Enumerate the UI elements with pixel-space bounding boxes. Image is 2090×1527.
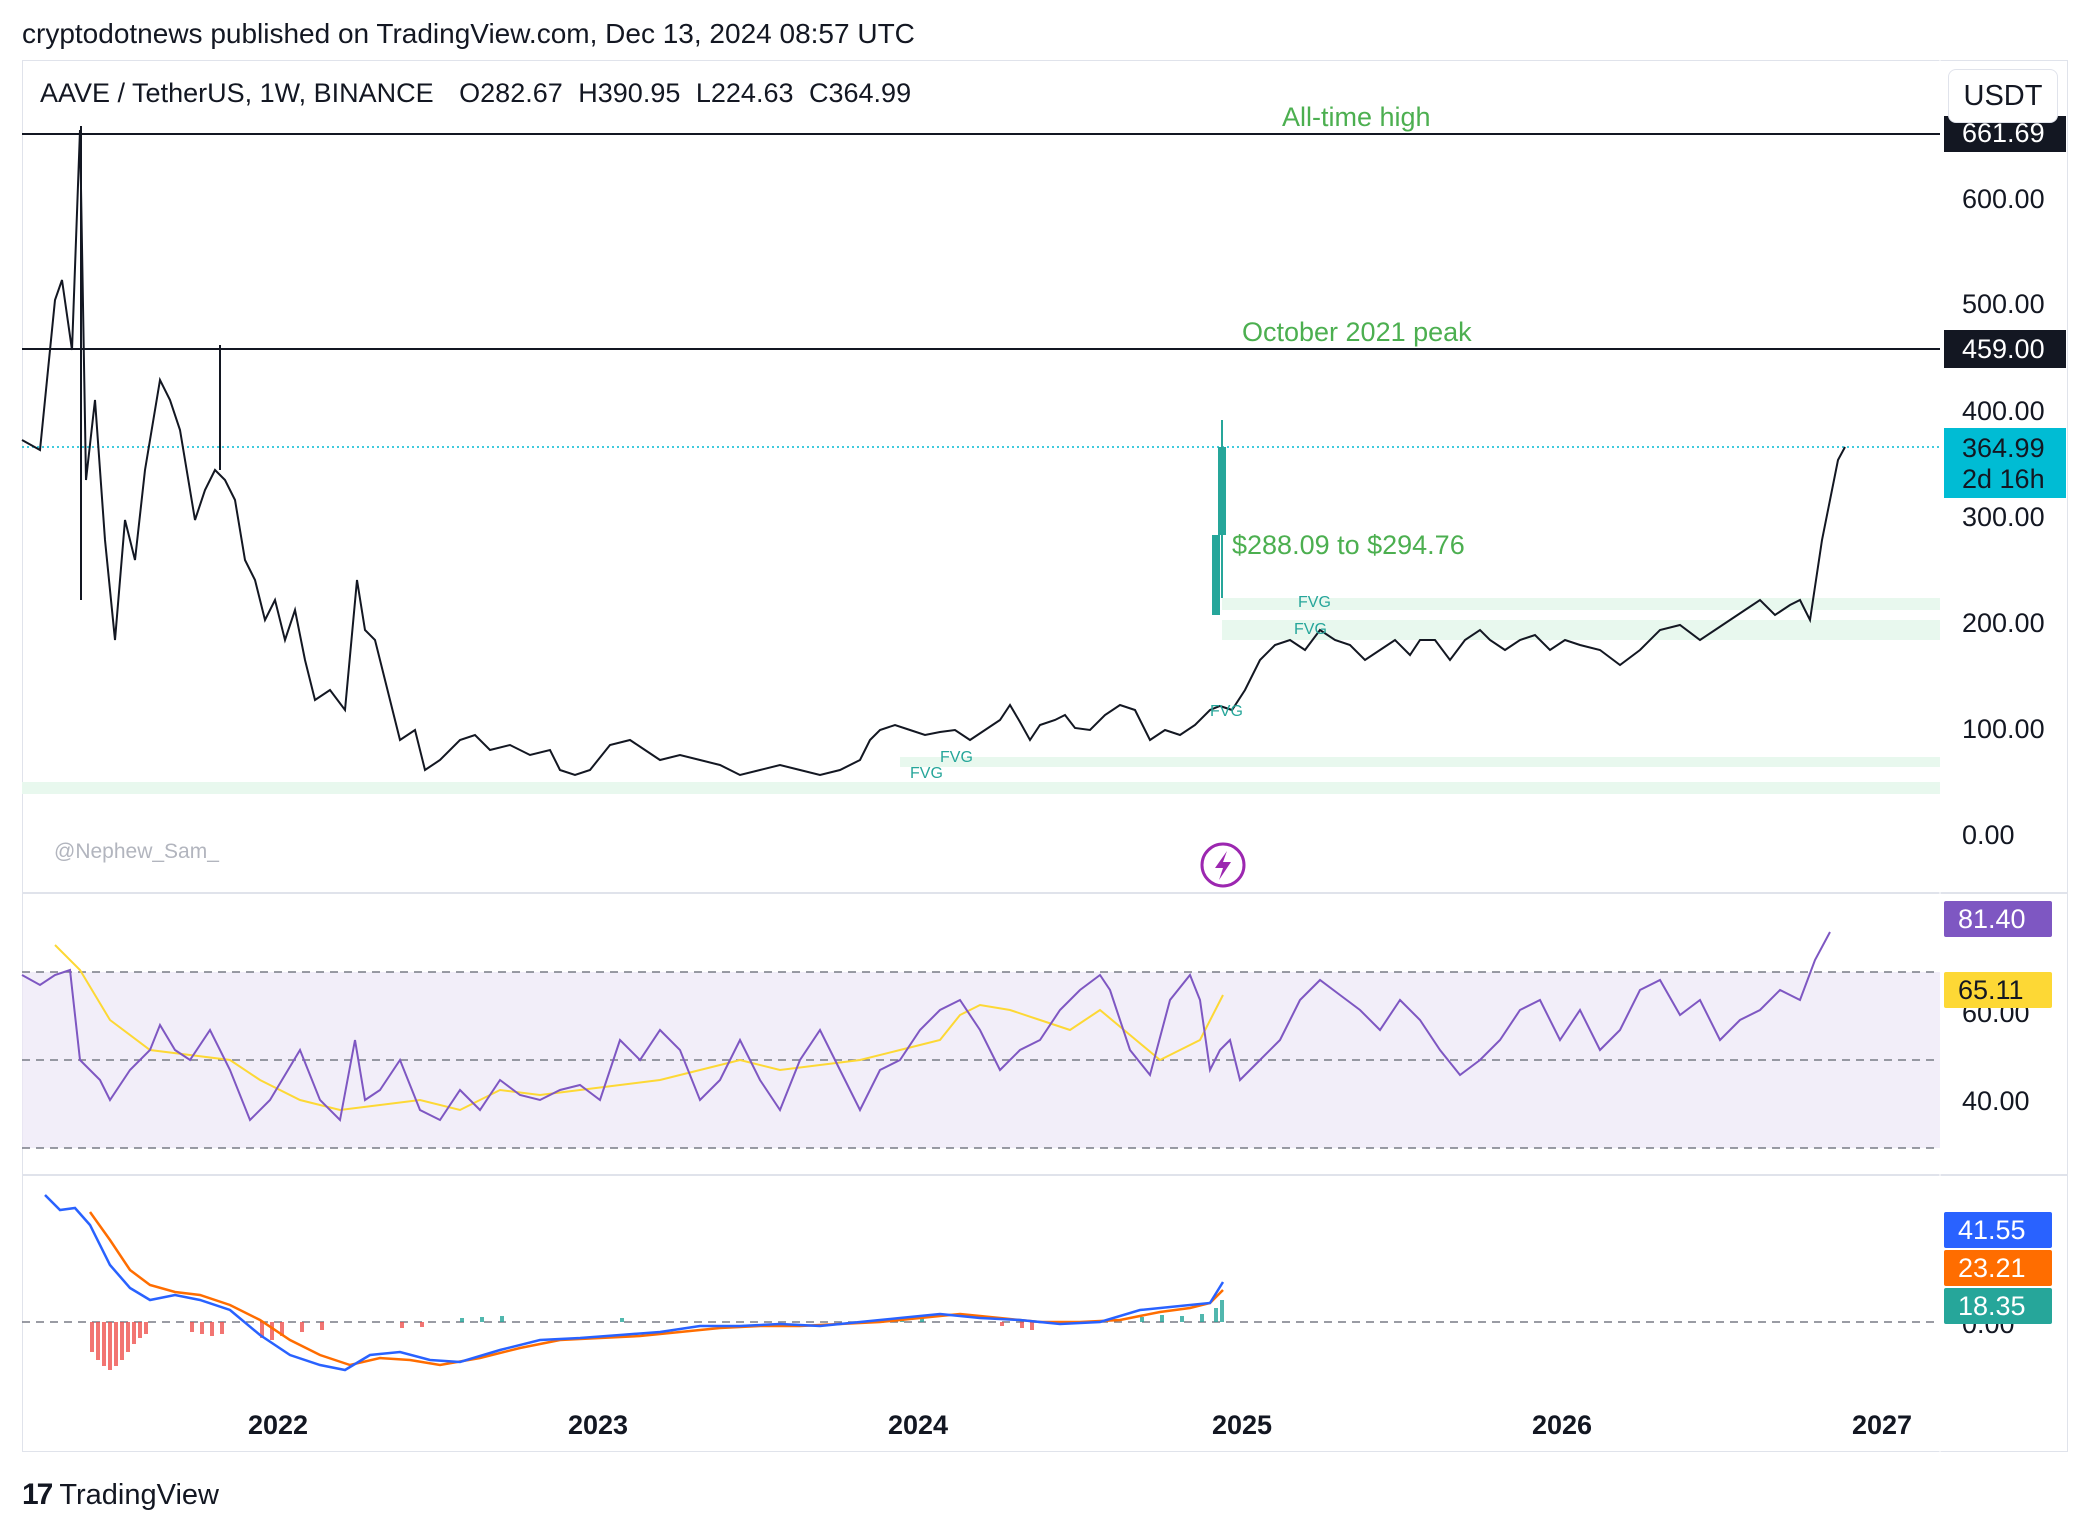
lightning-icon[interactable] [1200, 842, 1246, 888]
svg-text:300.00: 300.00 [1962, 502, 2045, 532]
time-axis[interactable]: 2022 2023 2024 2025 2026 2027 [248, 1410, 1912, 1440]
signal-value-label: 23.21 [1944, 1250, 2052, 1286]
svg-text:2022: 2022 [248, 1410, 308, 1440]
histogram-value-label: 18.35 [1944, 1288, 2052, 1324]
svg-text:2023: 2023 [568, 1410, 628, 1440]
low-value: L224.63 [695, 78, 794, 108]
fvg-label: FVG [1298, 594, 1331, 611]
svg-text:2024: 2024 [888, 1410, 948, 1440]
svg-text:400.00: 400.00 [1962, 396, 2045, 426]
chart-frame[interactable] [22, 60, 2068, 1452]
close-value: C364.99 [809, 78, 912, 108]
macd-value-label: 41.55 [1944, 1212, 2052, 1248]
svg-text:364.99: 364.99 [1962, 433, 2045, 463]
macd-pane[interactable]: 0.00 41.55 23.21 18.35 [22, 1194, 2052, 1372]
oct-peak-price-label: 459.00 [1944, 330, 2066, 368]
publisher-line: cryptodotnews published on TradingView.c… [22, 18, 915, 49]
price-axis[interactable]: 600.00 500.00 400.00 300.00 200.00 100.0… [1962, 184, 2045, 850]
svg-text:0.00: 0.00 [1962, 820, 2015, 850]
fvg-label: FVG [910, 765, 943, 782]
ath-label: All-time high [1282, 102, 1431, 132]
svg-text:23.21: 23.21 [1958, 1253, 2026, 1283]
svg-text:2025: 2025 [1212, 1410, 1272, 1440]
currency-button[interactable]: USDT [1948, 69, 2058, 123]
svg-text:2026: 2026 [1532, 1410, 1592, 1440]
footer[interactable]: 17 TradingView [22, 1478, 219, 1512]
svg-text:18.35: 18.35 [1958, 1291, 2026, 1321]
range-label: $288.09 to $294.76 [1232, 530, 1465, 560]
svg-text:65.11: 65.11 [1958, 975, 2024, 1005]
svg-text:2d 16h: 2d 16h [1962, 464, 2045, 494]
high-value: H390.95 [578, 78, 681, 108]
price-candles [21, 129, 1846, 777]
rsi-value-label: 81.40 [1944, 901, 2052, 937]
svg-text:661.69: 661.69 [1962, 118, 2045, 148]
oct-peak-label: October 2021 peak [1242, 317, 1472, 347]
last-candle [80, 126, 1226, 615]
svg-text:500.00: 500.00 [1962, 289, 2045, 319]
svg-text:600.00: 600.00 [1962, 184, 2045, 214]
svg-text:41.55: 41.55 [1958, 1215, 2026, 1245]
rsi-tick: 40.00 [1962, 1086, 2030, 1116]
open-value: O282.67 [459, 78, 563, 108]
fvg-label: FVG [1210, 703, 1243, 720]
watermark: @Nephew_Sam_ [54, 840, 219, 863]
svg-text:459.00: 459.00 [1962, 334, 2045, 364]
symbol-legend[interactable]: AAVE / TetherUS, 1W, BINANCE O282.67 H39… [40, 78, 919, 109]
last-price-label: 364.99 2d 16h [1944, 428, 2066, 498]
symbol-name: AAVE / TetherUS, 1W, BINANCE [40, 78, 434, 108]
tradingview-logo-icon: 17 [22, 1478, 53, 1511]
brand-name: TradingView [59, 1478, 219, 1511]
fvg-label: FVG [940, 749, 973, 766]
fvg-label: FVG [1294, 621, 1327, 638]
svg-text:100.00: 100.00 [1962, 714, 2045, 744]
rsi-ma-value-label: 65.11 [1944, 972, 2052, 1008]
svg-text:200.00: 200.00 [1962, 608, 2045, 638]
svg-text:2027: 2027 [1852, 1410, 1912, 1440]
svg-text:81.40: 81.40 [1958, 904, 2026, 934]
fvg-zones [22, 598, 1940, 794]
rsi-pane[interactable]: 60.00 40.00 81.40 65.11 [21, 901, 2052, 1149]
